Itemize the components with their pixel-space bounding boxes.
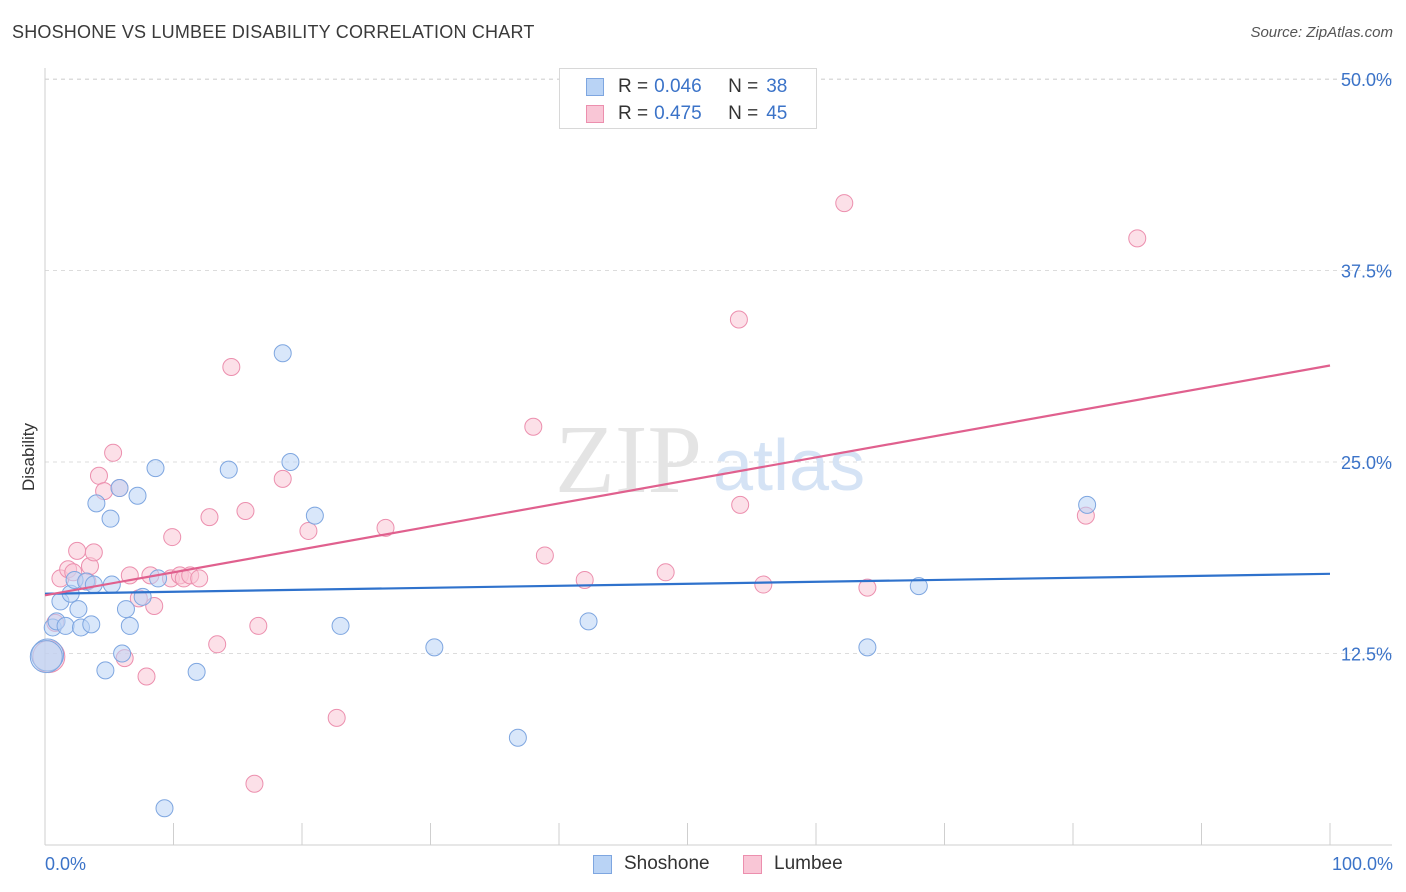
lumbee-point [222,358,241,377]
lumbee-point [236,502,255,521]
y-tick-label: 12.5% [1341,645,1392,665]
shoshone-point [187,662,206,681]
lumbee-point [656,563,675,582]
y-axis-title: Disability [19,422,38,491]
lumbee-point [137,667,156,686]
shoshone-point [273,344,292,363]
lumbee-point [89,466,108,485]
y-tick-label: 25.0% [1341,453,1392,473]
shoshone-point [101,509,120,528]
shoshone-point [113,644,132,663]
lumbee-point [835,194,854,213]
chart-title: SHOSHONE VS LUMBEE DISABILITY CORRELATIO… [12,22,535,42]
lumbee-point [376,518,395,537]
correlation-legend: R = 0.046 N = 38 R = 0.475 N = 45 [559,68,817,129]
x-tick-label: 0.0% [45,854,86,874]
source-label: Source: ZipAtlas.com [1250,24,1393,41]
legend-n-value: 45 [766,103,788,124]
shoshone-point [128,486,147,505]
lumbee-point [535,546,554,565]
shoshone-swatch [586,78,604,96]
lumbee-point [731,495,750,514]
lumbee-swatch [586,105,604,123]
lumbee-point [729,310,748,329]
shoshone-point [425,638,444,657]
lumbee-point [249,616,268,635]
bottom-legend-shoshone: Shoshone [593,852,710,876]
lumbee-point [208,635,227,654]
legend-r-value: 0.475 [654,103,702,124]
shoshone-point [1078,495,1097,514]
x-tick-label: 100.0% [1332,854,1393,874]
shoshone-point [305,506,324,525]
legend-r-label: R = [618,103,649,124]
lumbee-point [524,417,543,436]
lumbee-point [104,443,123,462]
shoshone-point [29,640,63,674]
lumbee-point [190,569,209,588]
lumbee-point [754,575,773,594]
legend-row-lumbee: R = 0.475 N = 45 [586,103,787,125]
legend-label-lumbee: Lumbee [774,853,843,874]
lumbee-point [327,708,346,727]
shoshone-point [82,615,101,634]
shoshone-point [858,638,877,657]
y-tick-label: 50.0% [1341,70,1392,90]
axis-layer [44,68,1392,846]
legend-row-shoshone: R = 0.046 N = 38 [586,76,787,98]
legend-label-shoshone: Shoshone [624,853,710,874]
legend-n-value: 38 [766,76,788,97]
legend-n-label: N = [728,103,759,124]
shoshone-legend-swatch [593,854,612,874]
lumbee-point [299,521,318,540]
lumbee-point [575,570,594,589]
shoshone-point [331,616,350,635]
shoshone-point [31,638,65,672]
shoshone-point [155,799,174,818]
shoshone-point [133,587,152,606]
lumbee-point [858,578,877,597]
shoshone-point [116,600,135,619]
shoshone-point [146,459,165,478]
shoshone-point [281,453,300,471]
grid-layer [45,78,1392,654]
shoshone-point [579,612,598,631]
lumbee-point [84,543,103,562]
point-layer [29,194,1147,818]
lumbee-point [1128,229,1147,248]
shoshone-point [56,616,75,635]
label-layer: 12.5% 25.0% 37.5% 50.0% 0.0% 100.0% Disability [19,70,1393,874]
shoshone-point [149,569,168,588]
lumbee-point [163,528,182,547]
shoshone-point [69,600,88,619]
shoshone-point [110,479,129,498]
shoshone-point [96,661,115,680]
lumbee-trend-line [44,364,1331,597]
lumbee-point [245,774,264,793]
shoshone-point [120,616,139,635]
watermark-zip: ZIP [555,406,702,514]
lumbee-point [200,508,219,527]
shoshone-point [87,494,106,513]
trend-layer [44,364,1331,597]
lumbee-point [68,541,87,560]
shoshone-point [909,577,928,596]
lumbee-legend-swatch [743,854,762,874]
shoshone-point [219,460,238,479]
shoshone-point [508,728,527,747]
shoshone-trend-line [44,572,1331,595]
lumbee-point [273,469,292,488]
watermark: ZIP atlas [555,406,865,514]
watermark-atlas: atlas [713,426,865,506]
legend-n-label: N = [728,76,759,97]
y-tick-label: 37.5% [1341,262,1392,282]
legend-r-value: 0.046 [654,76,702,97]
legend-r-label: R = [618,76,649,97]
bottom-legend-lumbee: Lumbee [743,852,843,876]
